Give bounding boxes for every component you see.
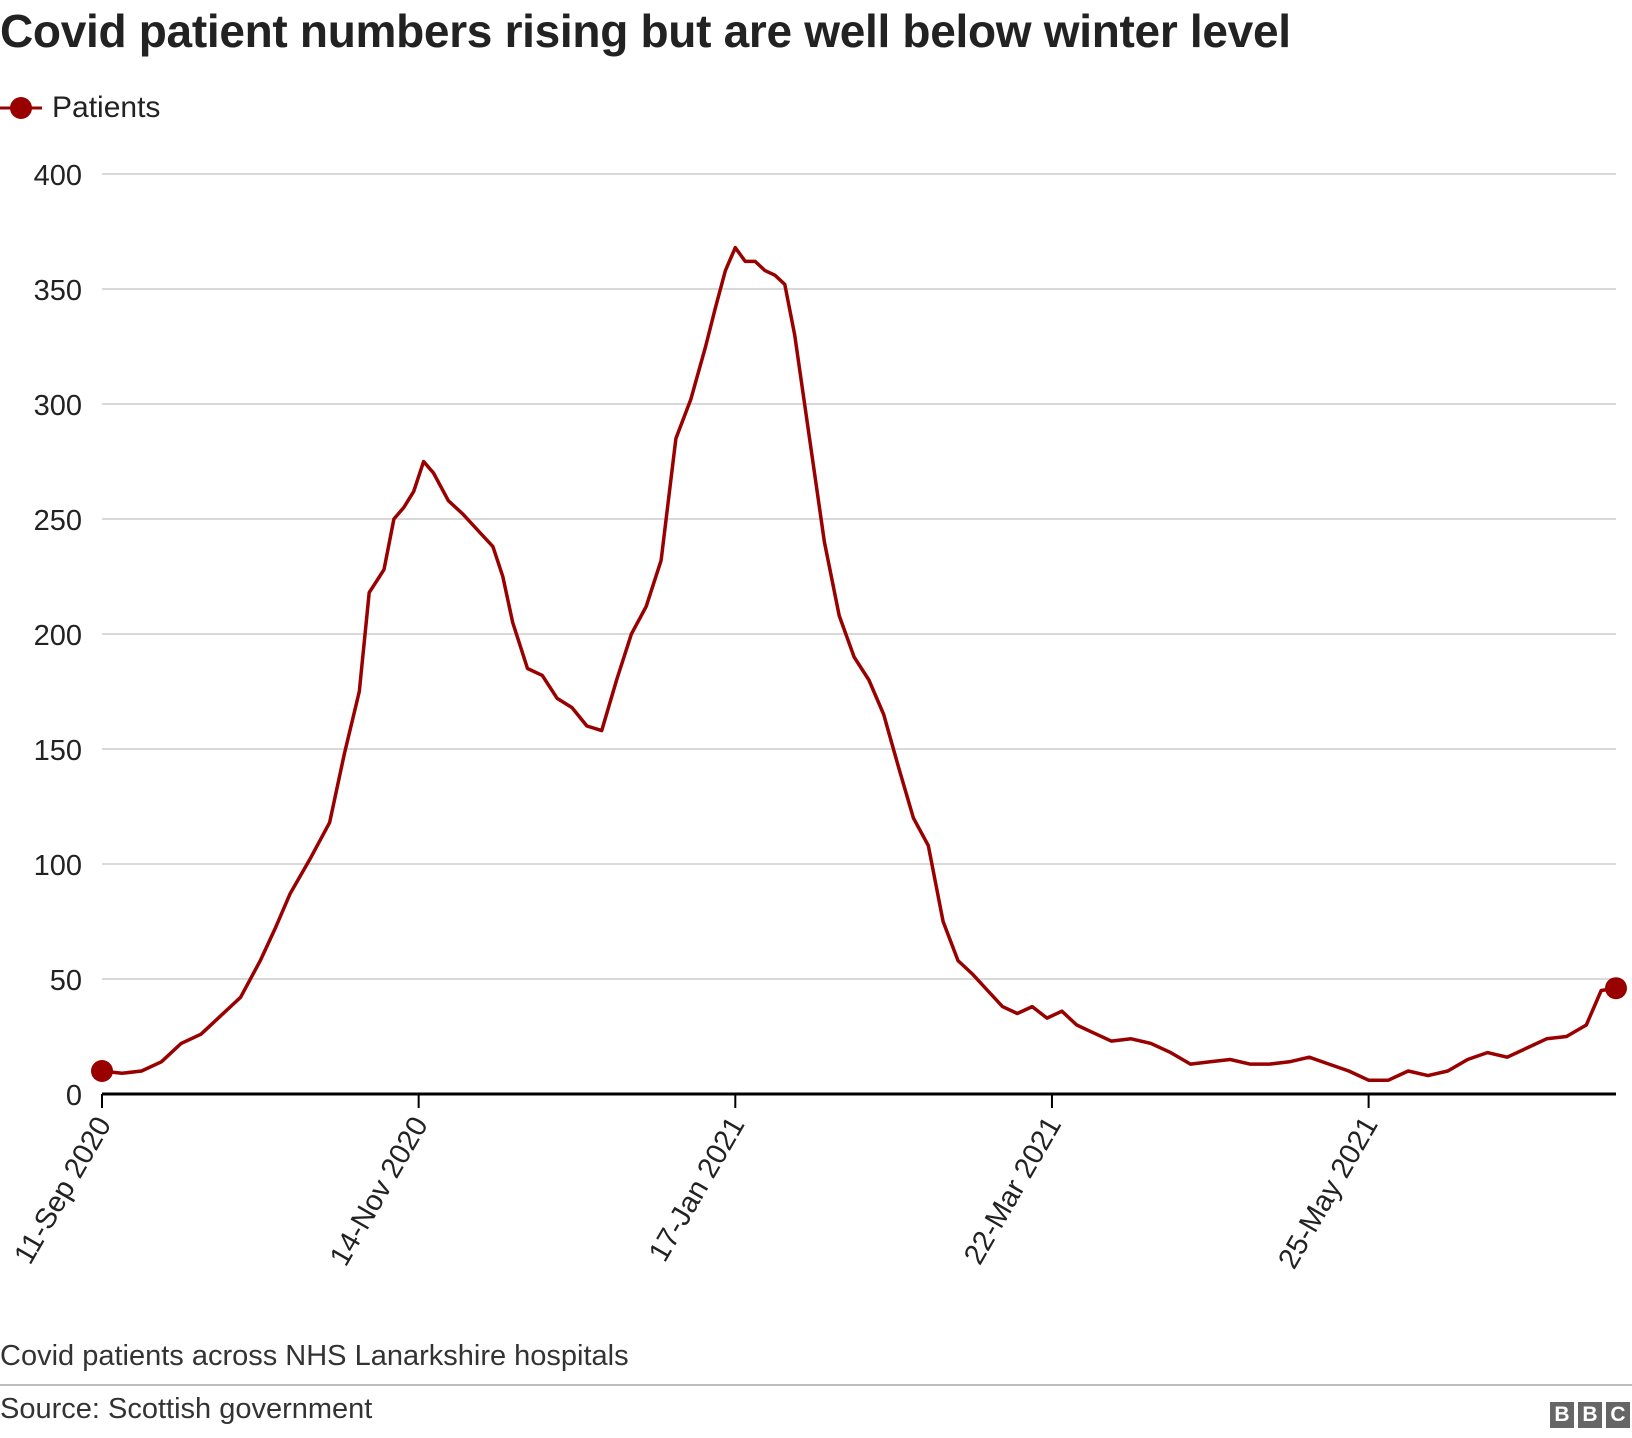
y-tick-label: 0 — [66, 1080, 82, 1112]
x-tick-label: 17-Jan 2021 — [643, 1112, 751, 1268]
legend: Patients — [0, 88, 160, 128]
y-tick-label: 250 — [34, 505, 82, 537]
x-tick-label: 25-May 2021 — [1272, 1112, 1384, 1275]
y-tick-label: 50 — [50, 965, 82, 997]
x-tick-label: 22-Mar 2021 — [958, 1112, 1068, 1270]
legend-marker-icon — [0, 97, 42, 119]
series-start-point — [91, 1060, 113, 1082]
bbc-logo: B B C — [1550, 1402, 1630, 1428]
y-tick-label: 100 — [34, 850, 82, 882]
y-tick-label: 400 — [34, 160, 82, 192]
line-chart: 0 50 100 150 200 250 300 350 400 11-Sep 2020 14-No… — [8, 160, 1627, 1275]
source-note: Source: Scottish government — [0, 1393, 373, 1425]
series-end-point — [1605, 977, 1627, 1000]
x-tick-label: 14-Nov 2020 — [324, 1112, 435, 1272]
legend-label: Patients — [52, 91, 161, 124]
y-tick-label: 300 — [34, 390, 82, 422]
y-tick-label: 150 — [34, 735, 82, 767]
x-tick-label: 11-Sep 2020 — [8, 1112, 118, 1270]
series-line-patients — [100, 245, 1618, 1082]
footer-divider — [0, 1384, 1632, 1386]
chart-title: Covid patient numbers rising but are wel… — [0, 5, 1291, 57]
y-tick-label: 350 — [34, 275, 82, 307]
y-tick-label: 200 — [34, 620, 82, 652]
chart-subtitle: Covid patients across NHS Lanarkshire ho… — [0, 1340, 629, 1372]
